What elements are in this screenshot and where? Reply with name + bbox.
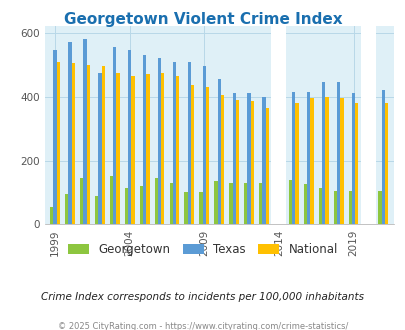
Bar [199,192,202,224]
Bar [53,50,57,224]
Bar [131,76,134,224]
Bar [247,93,250,224]
Bar [292,92,295,224]
Bar [235,100,239,224]
Bar [232,93,235,224]
Bar [95,196,98,224]
Bar [80,178,83,224]
Bar [57,61,60,224]
Bar [101,66,104,224]
Bar [98,73,101,224]
Bar [217,79,220,224]
Bar [113,47,116,224]
Bar [295,103,298,224]
Bar [243,183,247,224]
Bar [187,61,191,224]
Bar [205,87,209,224]
Bar [202,66,205,224]
Bar [258,183,262,224]
Bar [128,50,131,224]
Bar [83,39,86,224]
Bar [154,178,158,224]
Text: Georgetown Violent Crime Index: Georgetown Violent Crime Index [64,12,341,26]
Text: Crime Index corresponds to incidents per 100,000 inhabitants: Crime Index corresponds to incidents per… [41,292,364,302]
Bar [72,63,75,224]
Bar [321,82,324,224]
Bar [377,191,381,224]
Text: © 2025 CityRating.com - https://www.cityrating.com/crime-statistics/: © 2025 CityRating.com - https://www.city… [58,322,347,330]
Bar [110,177,113,224]
Bar [143,55,146,224]
Bar [310,98,313,224]
Bar [381,90,384,224]
Bar [384,103,387,224]
Bar [306,92,310,224]
Bar [351,93,354,224]
Bar [124,188,128,224]
Bar [161,73,164,224]
Bar [169,183,173,224]
Bar [116,73,119,224]
Bar [336,82,339,224]
Bar [339,98,343,224]
Bar [173,61,176,224]
Bar [354,103,358,224]
Bar [158,58,161,224]
Bar [176,76,179,224]
Bar [50,207,53,224]
Bar [360,26,375,224]
Legend: Georgetown, Texas, National: Georgetown, Texas, National [64,240,341,260]
Bar [229,183,232,224]
Bar [265,108,268,224]
Bar [271,26,286,224]
Bar [214,181,217,224]
Bar [333,191,336,224]
Bar [288,180,292,224]
Bar [65,194,68,224]
Bar [68,42,72,224]
Bar [191,85,194,224]
Bar [250,101,254,224]
Bar [262,97,265,224]
Bar [184,192,187,224]
Bar [318,188,321,224]
Bar [348,191,351,224]
Bar [139,186,143,224]
Bar [86,65,90,224]
Bar [220,95,224,224]
Bar [146,74,149,224]
Bar [324,97,328,224]
Bar [303,184,306,224]
